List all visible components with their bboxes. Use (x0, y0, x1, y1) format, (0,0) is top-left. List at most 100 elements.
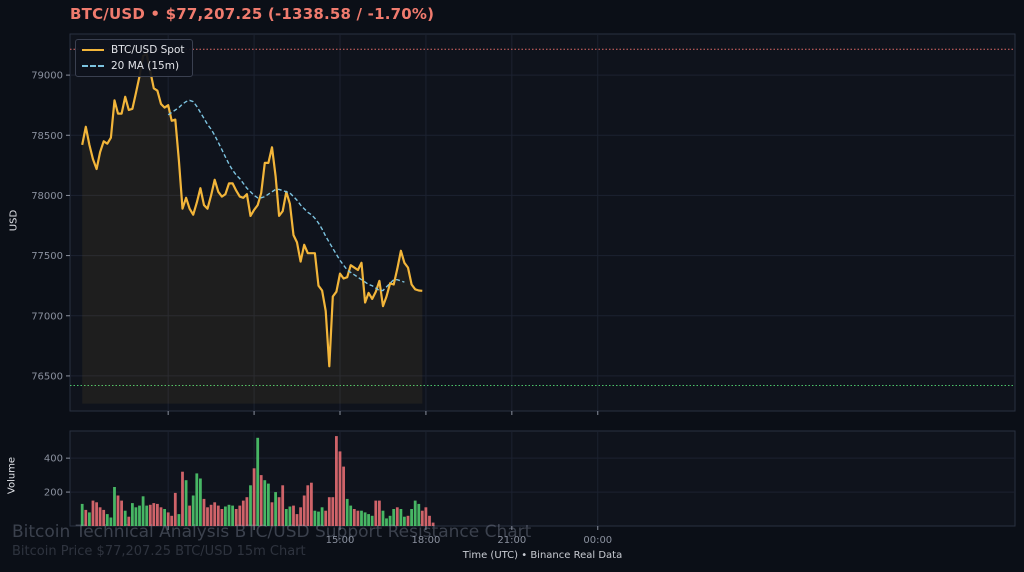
volume-bar (191, 495, 195, 526)
volume-bar (173, 492, 177, 526)
price-area-fill (82, 54, 423, 404)
volume-bar (202, 498, 206, 526)
price-y-tick-label-3: 78000 (31, 191, 63, 202)
volume-bar (105, 514, 109, 526)
volume-bar (199, 478, 202, 526)
volume-bar (163, 509, 166, 526)
volume-bar (413, 500, 417, 526)
x-tick-label-4: 21:00 (497, 535, 526, 546)
legend-label-ma: 20 MA (15m) (111, 60, 180, 72)
legend-item-price: BTC/USD Spot (82, 43, 185, 57)
price-y-tick-label-5: 79000 (31, 71, 63, 82)
volume-bar (295, 514, 299, 526)
volume-bar (177, 514, 181, 526)
volume-bar (256, 437, 260, 526)
volume-bar (431, 522, 435, 526)
volume-bar (385, 518, 388, 526)
volume-bar (281, 485, 285, 526)
volume-bar (113, 487, 116, 526)
volume-bar (335, 436, 338, 526)
volume-panel (69, 430, 1016, 527)
volume-bar (324, 510, 328, 526)
volume-bar (95, 502, 98, 527)
volume-bar (392, 509, 396, 526)
volume-bar (259, 475, 263, 526)
volume-axis-label: Volume (6, 456, 18, 495)
price-y-tick-label-0: 76500 (31, 371, 63, 382)
x-tick-label-2: 15:00 (326, 535, 355, 546)
volume-bar (238, 505, 242, 526)
volume-bar (206, 507, 209, 526)
volume-bar (370, 515, 374, 526)
legend-item-ma: 20 MA (15m) (82, 59, 179, 73)
volume-bar (195, 473, 199, 526)
volume-bar (306, 485, 310, 526)
volume-bar (91, 500, 95, 526)
volume-bar (84, 509, 88, 526)
volume-bar (299, 507, 302, 526)
volume-bar (374, 500, 378, 526)
volume-bar (367, 514, 370, 526)
volume-bar (188, 505, 191, 526)
watermark-subtitle: Bitcoin Price $77,207.25 BTC/USD 15m Cha… (12, 544, 306, 559)
volume-bar (141, 496, 145, 526)
volume-bar (123, 510, 127, 526)
legend-swatch-price (82, 49, 104, 51)
volume-bar (356, 510, 360, 526)
volume-bar (345, 498, 349, 526)
price-y-tick-label-1: 77000 (31, 311, 63, 322)
volume-bar (252, 468, 256, 526)
volume-bar (224, 506, 227, 526)
volume-bar (138, 505, 141, 526)
volume-bar (352, 509, 356, 526)
volume-y-tick-label-0: 200 (44, 488, 63, 499)
price-axis-label: USD (8, 209, 20, 232)
volume-bar (209, 504, 213, 526)
volume-bar (284, 509, 288, 526)
volume-bar (231, 505, 234, 526)
volume-bar (131, 503, 134, 526)
volume-bar (342, 466, 345, 526)
volume-bar (317, 511, 320, 526)
volume-bar (313, 510, 317, 526)
page-title: BTC/USD • $77,207.25 (-1338.58 / -1.70%) (70, 5, 435, 23)
price-y-tick-label-2: 77500 (31, 251, 63, 262)
volume-bar (410, 509, 413, 526)
volume-bar (249, 485, 252, 526)
volume-bar (388, 515, 392, 526)
volume-bar (378, 500, 381, 526)
volume-bar (181, 471, 184, 526)
volume-bar (166, 512, 170, 526)
volume-bar (184, 480, 188, 526)
volume-bar (428, 515, 431, 526)
volume-bar (109, 517, 113, 526)
volume-y-tick-label-1: 400 (44, 454, 63, 465)
volume-bar (170, 515, 174, 526)
volume-bar (120, 500, 123, 526)
volume-bar (395, 507, 399, 526)
price-y-tick-label-4: 78500 (31, 131, 63, 142)
volume-bar (127, 516, 131, 526)
volume-bar (349, 505, 353, 526)
volume-bar (403, 516, 406, 526)
volume-bar (292, 505, 295, 526)
volume-bar (234, 509, 238, 526)
volume-bar (80, 503, 84, 526)
chart-legend: BTC/USD Spot 20 MA (15m) (75, 39, 193, 77)
volume-bar (420, 510, 424, 526)
volume-bar (216, 505, 220, 526)
watermark-title: Bitcoin Technical Analysis BTC/USD Suppo… (12, 522, 532, 542)
volume-bar (338, 451, 342, 526)
volume-bar (327, 497, 331, 526)
volume-bar (360, 510, 363, 526)
price-line (81, 52, 423, 368)
volume-bar (245, 497, 249, 526)
volume-bar (220, 509, 224, 526)
volume-bar (134, 507, 138, 526)
volume-bar (277, 497, 281, 526)
volume-bar (227, 504, 231, 526)
volume-bar (302, 495, 306, 526)
volume-bar (213, 502, 217, 527)
volume-bar (270, 502, 274, 527)
